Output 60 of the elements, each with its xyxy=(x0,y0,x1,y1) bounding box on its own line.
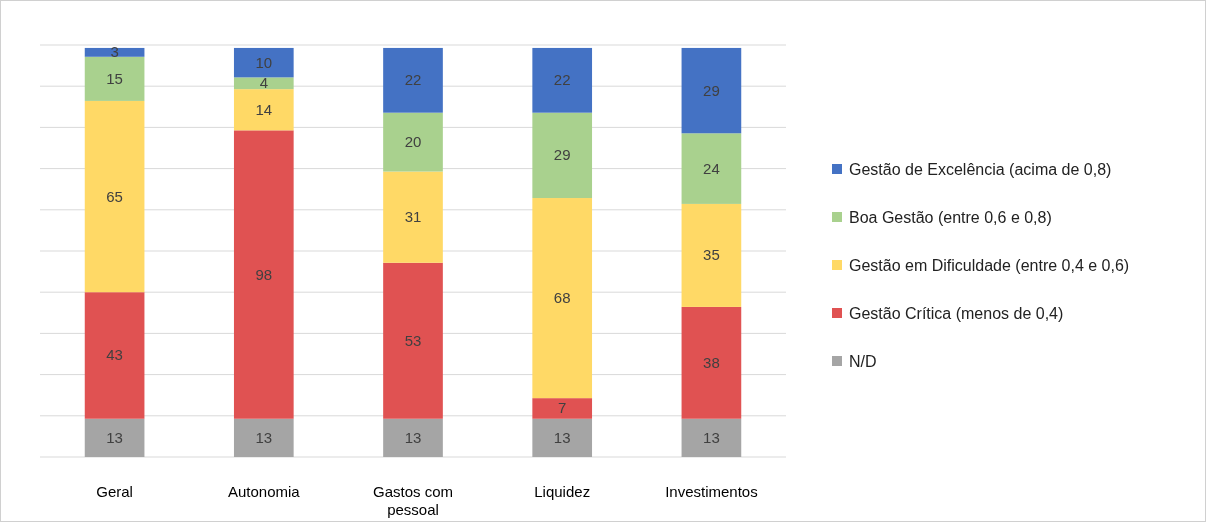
bar xyxy=(84,418,145,457)
data-label: 10 xyxy=(255,53,273,71)
data-label: 31 xyxy=(404,208,422,226)
bar xyxy=(383,47,443,113)
legend-label: Gestão em Dificuldade (entre 0,4 e 0,6) xyxy=(849,257,1130,274)
bar xyxy=(233,77,294,90)
x-tick-label: Geral xyxy=(96,483,133,500)
bar xyxy=(233,418,294,457)
data-label: 65 xyxy=(106,187,123,205)
data-label: 13 xyxy=(255,428,273,446)
data-label: 15 xyxy=(106,69,123,87)
x-tick-label: Investimentos xyxy=(665,483,758,500)
legend-label: Gestão Crítica (menos de 0,4) xyxy=(849,305,1064,322)
bar xyxy=(532,198,593,399)
data-label: 22 xyxy=(404,71,422,89)
data-label: 14 xyxy=(255,100,273,118)
bar xyxy=(681,133,742,204)
data-label: 20 xyxy=(404,133,422,151)
bar xyxy=(681,203,742,307)
bar xyxy=(532,398,593,419)
data-label: 24 xyxy=(703,159,720,177)
data-label: 29 xyxy=(703,81,720,99)
bar xyxy=(84,56,145,101)
data-label: 7 xyxy=(558,399,567,417)
bar xyxy=(84,292,145,419)
bar xyxy=(233,130,294,419)
data-label: 3 xyxy=(110,43,119,61)
bar xyxy=(84,47,145,57)
legend-label: Gestão de Excelência (acima de 0,8) xyxy=(849,161,1112,178)
data-label: 13 xyxy=(106,428,123,446)
bar xyxy=(233,47,294,78)
bar xyxy=(383,112,443,172)
data-label: 35 xyxy=(703,246,720,264)
bar xyxy=(84,100,145,293)
data-label: 43 xyxy=(106,346,123,364)
x-tick-label: Gastos com pessoal xyxy=(372,483,454,518)
data-label: 29 xyxy=(553,146,571,164)
data-label: 98 xyxy=(255,265,273,283)
data-label: 68 xyxy=(553,289,571,307)
bar xyxy=(532,418,593,457)
data-label: 13 xyxy=(553,428,571,446)
data-label: 13 xyxy=(703,428,720,446)
bar xyxy=(681,47,742,134)
data-label: 22 xyxy=(553,71,571,89)
bar xyxy=(233,89,294,131)
data-label: 4 xyxy=(259,74,268,92)
bar xyxy=(383,171,443,263)
legend-label: N/D xyxy=(849,353,877,370)
x-tick-label: Autonomia xyxy=(227,483,301,500)
legend-label: Boa Gestão (entre 0,6 e 0,8) xyxy=(849,209,1052,226)
bar xyxy=(681,306,742,419)
bar xyxy=(681,418,742,457)
bar xyxy=(383,418,443,457)
x-tick-label: Liquidez xyxy=(534,483,591,500)
bar xyxy=(532,47,593,113)
data-label: 38 xyxy=(703,353,720,371)
bar xyxy=(383,262,443,419)
data-label: 53 xyxy=(404,331,422,349)
bar xyxy=(532,112,593,199)
data-label: 13 xyxy=(404,428,422,446)
